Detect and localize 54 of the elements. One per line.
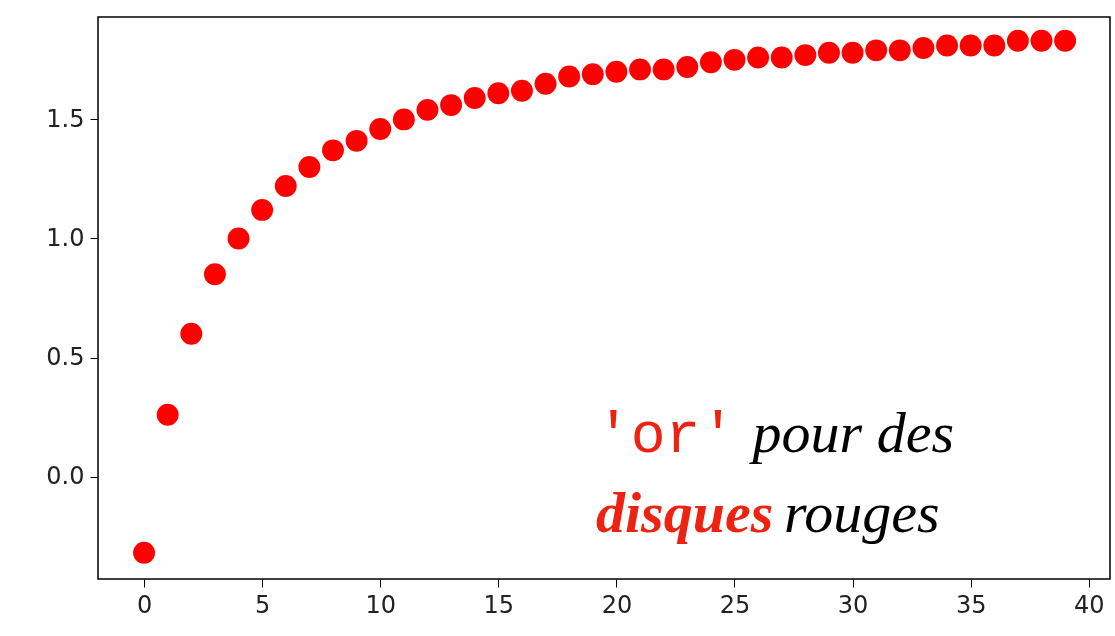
x-tick-label: 20 bbox=[601, 590, 633, 619]
point bbox=[274, 175, 297, 198]
y-tick-label: 1.5 bbox=[46, 104, 85, 133]
point bbox=[1030, 29, 1053, 52]
point bbox=[227, 227, 250, 250]
x-tick-label: 30 bbox=[837, 590, 869, 619]
point bbox=[652, 58, 675, 81]
point bbox=[180, 322, 203, 345]
point bbox=[841, 41, 864, 64]
point bbox=[770, 46, 793, 69]
point bbox=[487, 82, 510, 105]
point bbox=[888, 39, 911, 62]
y-tick-label: 0.0 bbox=[46, 462, 85, 491]
point bbox=[747, 46, 770, 69]
point bbox=[699, 51, 722, 74]
point bbox=[983, 34, 1006, 57]
point bbox=[912, 37, 935, 59]
point bbox=[133, 541, 156, 564]
point bbox=[723, 48, 746, 71]
point bbox=[581, 63, 604, 86]
point bbox=[794, 44, 817, 67]
x-tick-label: 40 bbox=[1073, 590, 1105, 619]
point bbox=[440, 94, 463, 117]
point bbox=[345, 129, 368, 152]
x-tick-label: 35 bbox=[955, 590, 987, 619]
point bbox=[1006, 29, 1029, 52]
point bbox=[676, 56, 699, 78]
point bbox=[959, 34, 982, 57]
point bbox=[322, 139, 344, 162]
x-tick-label: 25 bbox=[719, 590, 751, 619]
point bbox=[392, 108, 415, 131]
point bbox=[1054, 29, 1077, 52]
point bbox=[203, 263, 226, 286]
point bbox=[865, 39, 888, 62]
y-tick-label: 0.5 bbox=[46, 343, 85, 372]
point bbox=[605, 60, 628, 83]
y-tick-label: 1.0 bbox=[46, 223, 85, 252]
point bbox=[416, 98, 439, 121]
point bbox=[818, 41, 840, 64]
x-tick-label: 15 bbox=[483, 590, 515, 619]
point bbox=[936, 34, 958, 57]
x-tick-label: 0 bbox=[136, 590, 153, 619]
point bbox=[251, 198, 274, 221]
point bbox=[629, 58, 651, 81]
x-tick-label: 5 bbox=[255, 590, 271, 619]
point bbox=[558, 65, 581, 88]
point bbox=[534, 72, 557, 95]
point bbox=[156, 403, 179, 426]
point bbox=[510, 79, 533, 102]
point bbox=[463, 87, 486, 109]
text: 'or' pour des disques rouges bbox=[596, 400, 955, 545]
point bbox=[369, 117, 392, 140]
x-tick-label: 10 bbox=[365, 590, 396, 619]
point bbox=[298, 156, 321, 178]
